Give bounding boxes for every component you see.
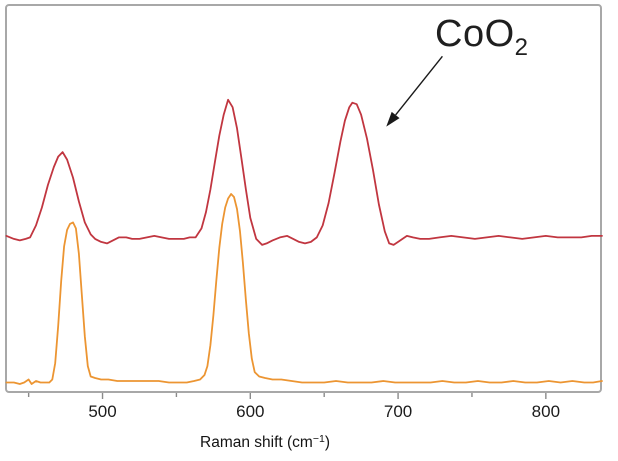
x-axis-title: Raman shift (cm−1) [5,433,525,452]
annotation-arrow-line [395,55,443,116]
x-axis-title-close-paren: ) [324,434,330,451]
annotation-formula-text: CoO [435,13,515,55]
annotation-formula-subscript: 2 [514,34,528,61]
red-trace-line [5,98,603,246]
x-axis-title-text: Raman shift (cm [200,434,313,451]
x-axis-title-superscript: −1 [312,433,325,445]
plot-frame [5,4,602,393]
coo2-annotation-label: CoO2 [435,13,528,69]
orange-trace-line [5,193,603,385]
annotation-arrow-head [386,111,400,127]
